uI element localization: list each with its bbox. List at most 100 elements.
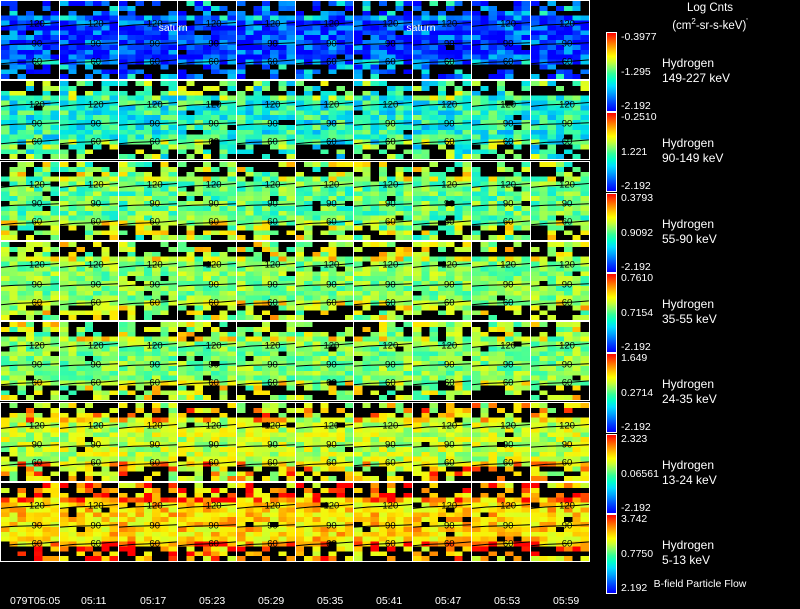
pitch-angle-label: 90	[90, 198, 102, 210]
spectrogram-sector[interactable]: 120 90 60	[413, 241, 473, 320]
spectrogram-sector[interactable]: 120 90 60	[59, 161, 119, 240]
spectrogram-image	[531, 161, 589, 240]
spectrogram-panel[interactable]: 120 90 60 120 90 60 120 90 60 120 90 60 120 90 60 120 90…	[0, 481, 590, 562]
spectrogram-sector[interactable]: 120 90 60	[118, 322, 178, 401]
spectrogram-sector[interactable]: 120 90 60	[236, 81, 296, 160]
spectrogram-sector[interactable]: 120 90 60	[59, 482, 119, 561]
colorbar[interactable]	[606, 353, 617, 434]
spectrogram-sector[interactable]: 120 90 60	[295, 322, 355, 401]
spectrogram-sector[interactable]: 120 90 60	[472, 322, 532, 401]
spectrogram-sector[interactable]: 120 90 60	[295, 402, 355, 481]
spectrogram-sector[interactable]: 120 90 60	[1, 241, 60, 320]
spectrogram-sector[interactable]: 120 90 60	[531, 482, 589, 561]
spectrogram-sector[interactable]: 120 90 60	[118, 1, 178, 79]
spectrogram-sector[interactable]: 120 90 60	[295, 81, 355, 160]
colorbar[interactable]	[606, 433, 617, 514]
spectrogram-panel[interactable]: 120 90 60 120 90 60 120 90 60 120 90 60 120 90 60 120 90…	[0, 321, 590, 402]
spectrogram-sector[interactable]: 120 90 60	[177, 482, 237, 561]
spectrogram-sector[interactable]: 120 90 60	[354, 241, 414, 320]
spectrogram-sector[interactable]: 120 90 60	[472, 81, 532, 160]
spectrogram-panel[interactable]: 120 90 60 120 90 60 120 90 60 120 90 60 120 90 60 120 90…	[0, 401, 590, 482]
spectrogram-panel[interactable]: 120 90 60 120 90 60 120 90 60 120 90 60 120 90 60 120 90…	[0, 0, 590, 80]
spectrogram-sector[interactable]: 120 90 60	[236, 482, 296, 561]
spectrogram-sector[interactable]: 120 90 60	[236, 1, 296, 79]
pitch-angle-label: 120	[559, 340, 575, 352]
spectrogram-sector[interactable]: 120 90 60	[295, 482, 355, 561]
spectrogram-sector[interactable]: 120 90 60	[531, 161, 589, 240]
spectrogram-sector[interactable]: 120 90 60	[236, 241, 296, 320]
spectrogram-sector[interactable]: 120 90 60	[118, 241, 178, 320]
spectrogram-sector[interactable]: 120 90 60	[118, 402, 178, 481]
spectrogram-sector[interactable]: 120 90 60	[472, 241, 532, 320]
spectrogram-sector[interactable]: 120 90 60	[236, 322, 296, 401]
spectrogram-sector[interactable]: 120 90 60	[59, 241, 119, 320]
spectrogram-sector[interactable]: 120 90 60	[413, 482, 473, 561]
species-name: Hydrogen	[662, 537, 715, 552]
pitch-angle-label: 60	[443, 538, 455, 550]
spectrogram-sector[interactable]: 120 90 60	[295, 241, 355, 320]
spectrogram-sector[interactable]: 120 90 60	[531, 402, 589, 481]
pitch-angle-label: 120	[264, 179, 281, 191]
pitch-angle-label: 120	[87, 259, 104, 271]
spectrogram-sector[interactable]: 120 90 60	[354, 402, 414, 481]
spectrogram-sector[interactable]: 120 90 60	[472, 161, 532, 240]
colorbar[interactable]	[606, 513, 617, 594]
spectrogram-sector[interactable]: 120 90 60	[413, 161, 473, 240]
spectrogram-sector[interactable]: 120 90 60	[531, 322, 589, 401]
spectrogram-sector[interactable]: 120 90 60	[1, 482, 60, 561]
pitch-angle-label: 60	[502, 297, 514, 309]
spectrogram-sector[interactable]: 120 90 60	[1, 81, 60, 160]
spectrogram-panel[interactable]: 120 90 60 120 90 60 120 90 60 120 90 60 120 90 60 120 90…	[0, 160, 590, 241]
spectrogram-sector[interactable]: 120 90 60	[118, 81, 178, 160]
colorbar[interactable]	[606, 112, 617, 193]
spectrogram-sector[interactable]: 120 90 60	[472, 1, 532, 79]
colorbar[interactable]	[606, 192, 617, 273]
pitch-angle-label: 90	[443, 520, 455, 532]
spectrogram-sector[interactable]: 120 90 60	[354, 81, 414, 160]
spectrogram-sector[interactable]: 120 90 60	[413, 1, 473, 79]
spectrogram-sector[interactable]: 120 90 60	[236, 161, 296, 240]
spectrogram-sector[interactable]: 120 90 60	[59, 402, 119, 481]
spectrogram-sector[interactable]: 120 90 60	[1, 402, 60, 481]
spectrogram-sector[interactable]: 120 90 60	[59, 81, 119, 160]
pitch-angle-label: 60	[443, 377, 455, 389]
spectrogram-sector[interactable]: 120 90 60	[354, 161, 414, 240]
spectrogram-sector[interactable]: 120 90 60	[118, 482, 178, 561]
spectrogram-sector[interactable]: 120 90 60	[472, 402, 532, 481]
pitch-angle-label: 90	[561, 198, 573, 210]
pitch-angle-label: 120	[500, 259, 517, 271]
spectrogram-sector[interactable]: 120 90 60	[177, 1, 237, 79]
colorbar-units-line1: Log Cnts	[686, 2, 734, 14]
colorbar-max-label: 3.742	[621, 512, 648, 525]
spectrogram-sector[interactable]: 120 90 60	[531, 81, 589, 160]
spectrogram-sector[interactable]: 120 90 60	[177, 402, 237, 481]
spectrogram-sector[interactable]: 120 90 60	[531, 1, 589, 79]
spectrogram-sector[interactable]: 120 90 60	[177, 81, 237, 160]
colorbar[interactable]	[606, 32, 617, 112]
spectrogram-sector[interactable]: 120 90 60	[354, 1, 414, 79]
spectrogram-sector[interactable]: 120 90 60	[413, 322, 473, 401]
spectrogram-sector[interactable]: 120 90 60	[59, 1, 119, 79]
spectrogram-sector[interactable]: 120 90 60	[472, 482, 532, 561]
spectrogram-sector[interactable]: 120 90 60	[177, 241, 237, 320]
pitch-angle-label: 120	[382, 179, 399, 191]
spectrogram-panel[interactable]: 120 90 60 120 90 60 120 90 60 120 90 60 120 90 60 120 90…	[0, 80, 590, 161]
spectrogram-sector[interactable]: 120 90 60	[1, 1, 60, 79]
spectrogram-sector[interactable]: 120 90 60	[177, 322, 237, 401]
spectrogram-sector[interactable]: 120 90 60	[531, 241, 589, 320]
spectrogram-sector[interactable]: 120 90 60	[1, 322, 60, 401]
spectrogram-sector[interactable]: 120 90 60	[295, 161, 355, 240]
spectrogram-sector[interactable]: 120 90 60	[59, 322, 119, 401]
spectrogram-sector[interactable]: 120 90 60	[413, 81, 473, 160]
spectrogram-sector[interactable]: 120 90 60	[354, 482, 414, 561]
spectrogram-sector[interactable]: 120 90 60	[236, 402, 296, 481]
spectrogram-sector[interactable]: 120 90 60	[413, 402, 473, 481]
spectrogram-panel[interactable]: 120 90 60 120 90 60 120 90 60 120 90 60 120 90 60 120 90…	[0, 240, 590, 321]
spectrogram-sector[interactable]: 120 90 60	[1, 161, 60, 240]
pitch-angle-label: 60	[385, 56, 396, 68]
spectrogram-sector[interactable]: 120 90 60	[354, 322, 414, 401]
spectrogram-sector[interactable]: 120 90 60	[177, 161, 237, 240]
spectrogram-sector[interactable]: 120 90 60	[118, 161, 178, 240]
spectrogram-sector[interactable]: 120 90 60	[295, 1, 355, 79]
colorbar[interactable]	[606, 272, 617, 353]
